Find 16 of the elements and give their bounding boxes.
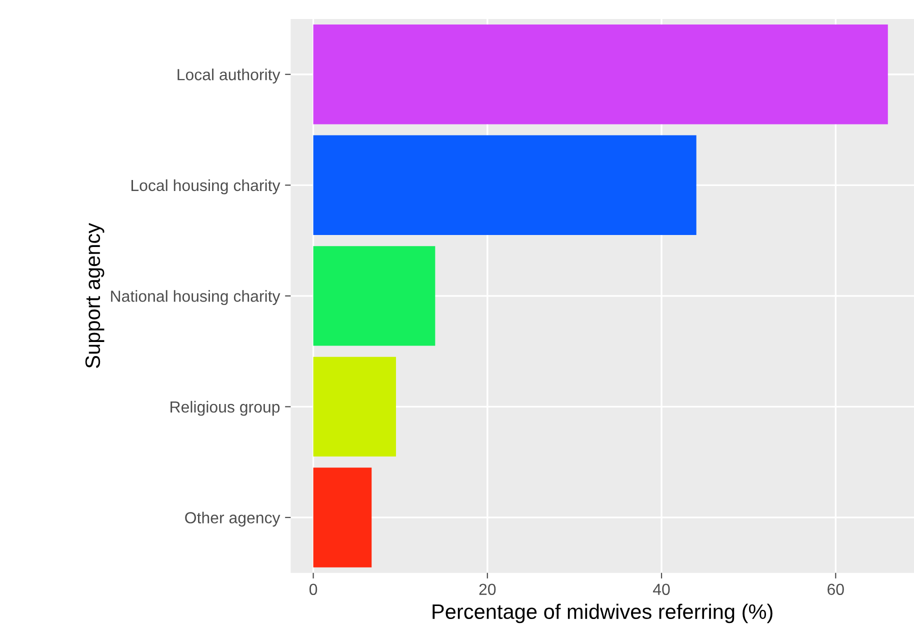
bar: [313, 246, 436, 346]
y-tick-label: Local authority: [178, 68, 280, 84]
y-tick-label: Other agency: [185, 512, 280, 527]
bar: [313, 24, 888, 124]
bar: [313, 135, 696, 235]
y-tick-label: National housing charity: [111, 290, 280, 306]
x-tick-label: 40: [653, 584, 670, 596]
x-tick-label: 0: [309, 584, 318, 596]
x-axis-title: Percentage of midwives referring (%): [432, 604, 772, 624]
bar: [313, 468, 372, 568]
y-axis-title: Support agency: [85, 222, 104, 368]
y-tick-label: Religious group: [170, 400, 280, 416]
x-tick-label: 60: [828, 584, 844, 596]
bar: [313, 356, 396, 457]
y-tick-label: Local housing charity: [132, 179, 280, 194]
x-tick-label: 20: [479, 584, 496, 596]
